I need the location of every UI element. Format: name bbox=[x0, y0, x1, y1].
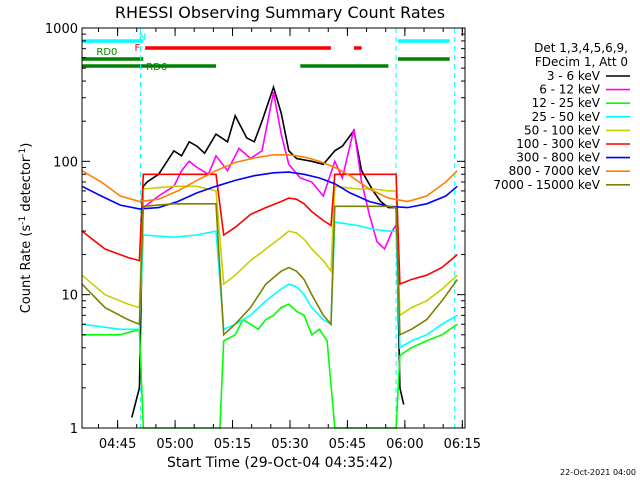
legend: Det 1,3,4,5,6,9, FDecim 1, Att 0 3 - 6 k… bbox=[493, 41, 630, 192]
legend-entry-label: 25 - 50 keV bbox=[532, 110, 601, 124]
y-axis-label-sup2: -1 bbox=[18, 148, 28, 157]
flag-label-rd6: RD6 bbox=[146, 62, 167, 73]
legend-entry-label: 7000 - 15000 keV bbox=[493, 178, 600, 192]
legend-header-2: FDecim 1, Att 0 bbox=[535, 55, 628, 69]
legend-entry-label: 800 - 7000 keV bbox=[509, 164, 601, 178]
series-layer bbox=[81, 84, 458, 429]
x-axis-label: Start Time (29-Oct-04 04:35:42) bbox=[167, 455, 393, 471]
series-line bbox=[81, 203, 458, 337]
y-tick-label: 100 bbox=[53, 155, 78, 170]
series-line bbox=[82, 303, 458, 429]
y-tick-label: 1000 bbox=[45, 22, 78, 37]
legend-entry-label: 12 - 25 keV bbox=[532, 96, 601, 110]
y-axis-label-rest: detector bbox=[19, 156, 34, 216]
chart-title: RHESSI Observing Summary Count Rates bbox=[115, 3, 445, 22]
series-line bbox=[81, 221, 458, 350]
y-axis-label: Count Rate (s-1 detector-1) bbox=[18, 143, 34, 314]
y-axis-label-sup: -1 bbox=[18, 216, 28, 225]
plot-frame bbox=[81, 27, 466, 429]
flag-label-night: N bbox=[139, 32, 146, 43]
flag-label-flare: F bbox=[134, 43, 140, 54]
x-tick-label: 04:45 bbox=[99, 437, 136, 452]
y-tick-label: 1 bbox=[70, 422, 78, 437]
x-tick-label: 06:00 bbox=[386, 437, 423, 452]
legend-entry-label: 3 - 6 keV bbox=[547, 69, 601, 83]
series-line bbox=[81, 171, 458, 210]
vlines-layer bbox=[140, 28, 456, 428]
x-tick-label: 05:45 bbox=[329, 437, 366, 452]
legend-entry-label: 300 - 800 keV bbox=[516, 151, 600, 165]
series-line bbox=[81, 154, 458, 203]
x-axis: 04:45 05:00 05:15 05:30 05:45 06:00 06:15 bbox=[97, 28, 481, 452]
footer-date: 22-Oct-2021 04:00 bbox=[560, 468, 636, 477]
legend-entry-label: 100 - 300 keV bbox=[516, 137, 600, 151]
legend-header-1: Det 1,3,4,5,6,9, bbox=[534, 41, 628, 55]
flags-layer: NF RD0 RD6 bbox=[82, 32, 450, 73]
legend-entry-label: 6 - 12 keV bbox=[539, 83, 601, 97]
x-tick-label: 05:00 bbox=[156, 437, 193, 452]
series-line bbox=[81, 173, 458, 286]
legend-entry-label: 50 - 100 keV bbox=[524, 123, 601, 137]
series-line bbox=[131, 84, 405, 418]
y-axis: 1 10 100 1000 bbox=[45, 22, 465, 437]
y-axis-label-close: ) bbox=[19, 143, 34, 148]
x-tick-label: 05:30 bbox=[271, 437, 308, 452]
flag-label-rd0: RD0 bbox=[96, 47, 117, 58]
y-tick-label: 10 bbox=[61, 289, 78, 304]
x-tick-label: 05:15 bbox=[214, 437, 251, 452]
y-axis-label-main: Count Rate (s bbox=[19, 225, 34, 314]
series-line bbox=[142, 92, 399, 251]
x-tick-label: 06:15 bbox=[444, 437, 481, 452]
